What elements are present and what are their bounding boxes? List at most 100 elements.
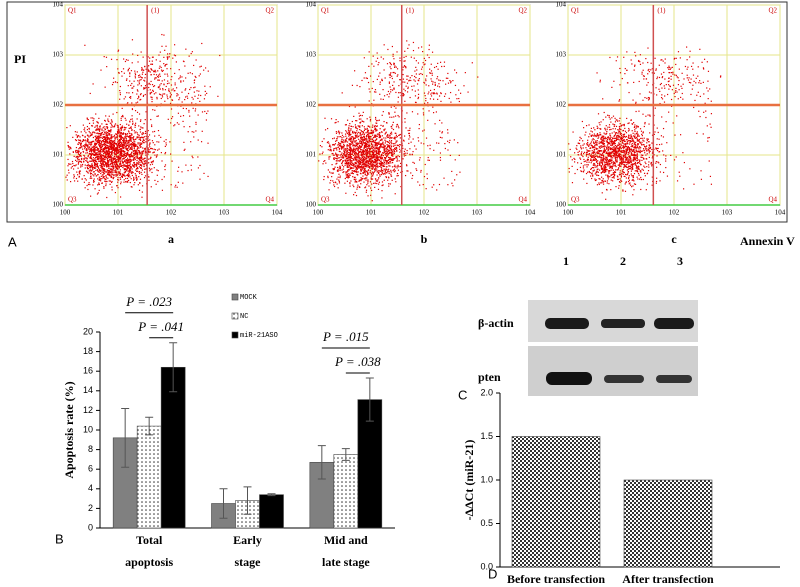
event-dot	[194, 82, 195, 83]
event-dot	[335, 147, 336, 148]
event-dot	[120, 179, 121, 180]
quadrant-label: Q3	[68, 196, 77, 204]
event-dot	[360, 140, 361, 141]
event-dot	[98, 118, 99, 119]
event-dot	[437, 99, 438, 100]
event-dot	[403, 95, 404, 96]
event-dot	[127, 70, 128, 71]
event-dot	[325, 129, 326, 130]
event-dot	[116, 112, 117, 113]
event-dot	[341, 139, 342, 140]
event-dot	[129, 128, 130, 129]
event-dot	[193, 98, 194, 99]
event-dot	[141, 151, 142, 152]
event-dot	[390, 68, 391, 69]
event-dot	[380, 163, 381, 164]
event-dot	[377, 145, 378, 146]
event-dot	[149, 134, 150, 135]
event-dot	[152, 84, 153, 85]
event-dot	[340, 170, 341, 171]
event-dot	[95, 113, 96, 114]
event-dot	[78, 152, 79, 153]
event-dot	[381, 138, 382, 139]
event-dot	[138, 136, 139, 137]
event-dot	[116, 152, 117, 153]
event-dot	[127, 162, 128, 163]
event-dot	[210, 86, 211, 87]
event-dot	[85, 178, 86, 179]
event-dot	[161, 83, 162, 84]
event-dot	[339, 151, 340, 152]
event-dot	[69, 164, 70, 165]
event-dot	[170, 96, 171, 97]
event-dot	[318, 160, 319, 161]
event-dot	[109, 150, 110, 151]
event-dot	[336, 133, 337, 134]
event-dot	[426, 173, 427, 174]
event-dot	[594, 147, 595, 148]
event-dot	[122, 160, 123, 161]
event-dot	[77, 159, 78, 160]
event-dot	[123, 147, 124, 148]
event-dot	[410, 97, 411, 98]
event-dot	[441, 137, 442, 138]
event-dot	[203, 173, 204, 174]
event-dot	[122, 167, 123, 168]
event-dot	[423, 108, 424, 109]
event-dot	[450, 92, 451, 93]
event-dot	[101, 123, 102, 124]
event-dot	[392, 162, 393, 163]
event-dot	[193, 87, 194, 88]
event-dot	[81, 146, 82, 147]
event-dot	[114, 125, 115, 126]
event-dot	[152, 131, 153, 132]
event-dot	[454, 139, 455, 140]
event-dot	[368, 170, 369, 171]
event-dot	[385, 160, 386, 161]
event-dot	[140, 179, 141, 180]
event-dot	[383, 164, 384, 165]
event-dot	[135, 170, 136, 171]
event-dot	[81, 159, 82, 160]
event-dot	[112, 163, 113, 164]
event-dot	[167, 53, 168, 54]
event-dot	[185, 49, 186, 50]
event-dot	[366, 171, 367, 172]
event-dot	[362, 125, 363, 126]
event-dot	[118, 127, 119, 128]
event-dot	[128, 153, 129, 154]
event-dot	[113, 148, 114, 149]
event-dot	[419, 74, 420, 75]
event-dot	[67, 179, 68, 180]
event-dot	[429, 69, 430, 70]
event-dot	[392, 124, 393, 125]
event-dot	[137, 98, 138, 99]
event-dot	[361, 154, 362, 155]
event-dot	[111, 177, 112, 178]
plot-label: b	[421, 232, 428, 246]
event-dot	[376, 120, 377, 121]
event-dot	[385, 151, 386, 152]
event-dot	[109, 171, 110, 172]
event-dot	[128, 92, 129, 93]
event-dot	[386, 172, 387, 173]
event-dot	[358, 151, 359, 152]
event-dot	[94, 158, 95, 159]
event-dot	[128, 180, 129, 181]
event-dot	[406, 86, 407, 87]
event-dot	[379, 143, 380, 144]
event-dot	[355, 140, 356, 141]
event-dot	[403, 93, 404, 94]
event-dot	[368, 146, 369, 147]
event-dot	[710, 127, 711, 128]
event-dot	[95, 135, 96, 136]
event-dot	[167, 83, 168, 84]
event-dot	[368, 143, 369, 144]
event-dot	[347, 174, 348, 175]
event-dot	[151, 69, 152, 70]
event-dot	[395, 170, 396, 171]
event-dot	[445, 84, 446, 85]
event-dot	[388, 160, 389, 161]
event-dot	[389, 146, 390, 147]
